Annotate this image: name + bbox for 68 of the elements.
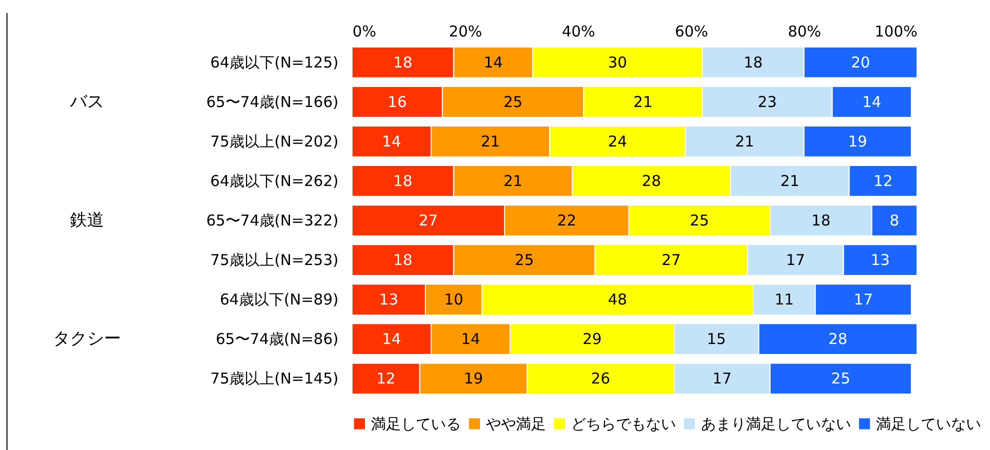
legend-label: 満足していない bbox=[876, 414, 981, 433]
data-label: 14 bbox=[484, 53, 503, 72]
data-label: 14 bbox=[382, 132, 402, 150]
x-tick-label: 100% bbox=[874, 22, 918, 40]
data-label: 25 bbox=[503, 92, 523, 111]
data-label: 12 bbox=[874, 172, 893, 190]
data-label: 28 bbox=[828, 330, 848, 348]
data-label: 13 bbox=[379, 290, 398, 309]
x-tick-label: 0% bbox=[352, 22, 376, 40]
data-label: 25 bbox=[690, 212, 710, 230]
data-label: 27 bbox=[418, 212, 438, 230]
legend-label: やや満足 bbox=[486, 414, 546, 433]
data-label: 18 bbox=[811, 212, 830, 230]
data-label: 12 bbox=[376, 370, 396, 388]
x-tick-label: 60% bbox=[674, 22, 708, 40]
x-tick-label: 80% bbox=[788, 22, 822, 40]
data-label: 25 bbox=[831, 370, 850, 388]
y-tick-label: 75歳以上(N=145) bbox=[210, 370, 338, 388]
legend-label: どちらでもない bbox=[571, 414, 676, 433]
y-tick-label: 75歳以上(N=253) bbox=[210, 251, 338, 270]
data-label: 25 bbox=[514, 251, 534, 270]
data-label: 30 bbox=[608, 53, 628, 72]
data-label: 48 bbox=[608, 290, 628, 309]
x-tick-label: 40% bbox=[562, 22, 596, 40]
y-tick-label: 65〜74歳(N=322) bbox=[206, 212, 338, 230]
text: 鉄道 bbox=[70, 210, 104, 230]
data-label: 18 bbox=[393, 53, 412, 72]
data-label: 8 bbox=[890, 212, 900, 230]
data-label: 11 bbox=[774, 290, 794, 309]
data-label: 18 bbox=[393, 172, 412, 190]
data-label: 19 bbox=[464, 370, 484, 388]
data-label: 26 bbox=[591, 370, 610, 388]
y-tick-label: 64歳以下(N=262) bbox=[210, 172, 338, 190]
data-label: 22 bbox=[557, 212, 576, 230]
data-label: 18 bbox=[393, 251, 412, 270]
data-label: 21 bbox=[780, 172, 800, 190]
text: バス bbox=[69, 92, 104, 112]
data-label: 15 bbox=[706, 330, 726, 348]
data-label: 14 bbox=[862, 92, 882, 111]
y-tick-label: 64歳以下(N=125) bbox=[210, 53, 338, 72]
data-label: 17 bbox=[712, 370, 732, 388]
data-label: 14 bbox=[382, 330, 402, 348]
data-label: 27 bbox=[662, 251, 681, 270]
y-tick-label: 65〜74歳(N=86) bbox=[216, 330, 338, 348]
data-label: 16 bbox=[388, 92, 407, 111]
data-label: 29 bbox=[582, 330, 602, 348]
x-tick-label: 20% bbox=[448, 22, 482, 40]
text: タクシー bbox=[53, 329, 121, 350]
legend-label: あまり満足していない bbox=[701, 414, 851, 433]
data-label: 21 bbox=[480, 132, 500, 150]
data-label: 19 bbox=[848, 132, 868, 150]
data-label: 20 bbox=[850, 53, 870, 72]
data-label: 18 bbox=[744, 53, 763, 72]
data-label: 23 bbox=[758, 92, 777, 111]
y-tick-label: 64歳以下(N=89) bbox=[220, 290, 338, 309]
data-label: 21 bbox=[633, 92, 653, 111]
data-label: 24 bbox=[608, 132, 628, 150]
data-label: 13 bbox=[870, 251, 890, 270]
y-tick-label: 65〜74歳(N=166) bbox=[206, 92, 338, 111]
data-label: 21 bbox=[503, 172, 523, 190]
data-label: 28 bbox=[642, 172, 661, 190]
data-label: 14 bbox=[461, 330, 480, 348]
legend-label: 満足している bbox=[371, 414, 461, 433]
data-label: 17 bbox=[854, 290, 873, 309]
data-label: 10 bbox=[444, 290, 464, 309]
data-label: 17 bbox=[786, 251, 806, 270]
y-tick-label: 75歳以上(N=202) bbox=[210, 132, 338, 150]
data-label: 21 bbox=[735, 132, 754, 150]
